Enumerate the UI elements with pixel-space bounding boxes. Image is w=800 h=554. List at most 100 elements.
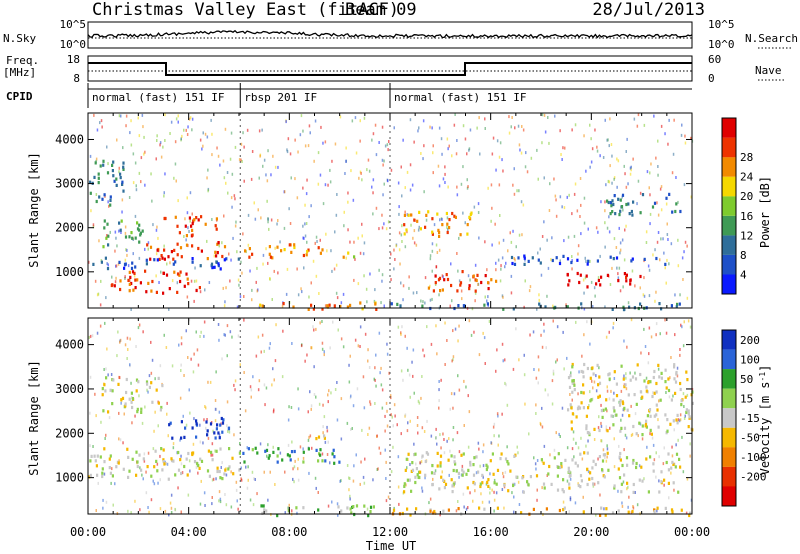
scatter-cell [251,470,254,474]
echo-cell [673,365,676,369]
scatter-cell [143,452,146,456]
scatter-cell [447,185,449,189]
scatter-cell [419,461,421,465]
scatter-cell [626,487,628,491]
scatter-cell [630,168,632,172]
echo-cell [439,454,443,458]
echo-cell [566,273,569,277]
echo-cell [623,272,626,276]
scatter-cell [345,159,347,163]
echo-cell [165,273,169,277]
scatter-cell [480,492,482,496]
scatter-cell [634,491,636,494]
scatter-cell [639,191,642,195]
echo-cell [671,210,674,214]
echo-cell [215,254,218,258]
scatter-cell [174,140,177,144]
echo-cell [580,479,583,483]
scatter-cell [591,379,593,383]
scatter-cell [491,206,493,210]
scatter-cell [556,358,558,362]
scatter-cell [559,195,562,199]
scatter-cell [645,241,648,244]
scatter-cell [100,279,102,283]
scatter-cell [288,207,290,211]
scatter-cell [477,441,480,445]
echo-cell [588,431,591,435]
scatter-cell [577,392,579,396]
scatter-cell [517,451,519,455]
scatter-cell [126,357,128,360]
echo-cell [228,447,231,451]
echo-cell [665,460,668,465]
scatter-cell [606,447,609,451]
scatter-cell [405,483,407,487]
echo-cell [490,278,493,282]
scatter-cell [441,217,443,221]
echo-cell [96,473,99,477]
scatter-cell [536,498,538,502]
scatter-cell [606,226,609,230]
echo-cell [128,270,131,274]
scatter-cell [513,495,515,499]
scatter-cell [110,373,113,376]
scatter-cell [250,177,253,181]
scatter-cell [686,477,689,481]
echo-cell [112,378,115,382]
scatter-cell [571,381,573,385]
scatter-cell [648,326,651,330]
echo-cell [248,247,251,251]
scatter-cell [189,411,191,415]
scatter-cell [249,385,252,389]
scatter-cell [260,350,262,354]
echo-cell [612,423,615,427]
echo-cell [434,281,437,285]
echo-cell [438,487,441,491]
scatter-cell [646,445,648,449]
colorbar-swatch [722,157,736,177]
scatter-cell [502,471,504,475]
scatter-cell [175,117,178,121]
scatter-cell [417,399,420,403]
scatter-cell [435,243,438,247]
scatter-cell [402,284,405,288]
echo-cell [283,248,286,252]
echo-cell [574,461,577,465]
echo-cell [641,395,644,399]
scatter-cell [484,117,486,121]
echo-cell [261,304,264,308]
echo-cell [191,228,194,232]
scatter-cell [554,194,557,198]
scatter-cell [458,324,460,328]
scatter-cell [537,177,539,181]
echo-cell [183,435,186,439]
echo-cell [617,509,620,513]
scatter-cell [304,234,307,238]
scatter-cell [543,444,546,448]
echo-cell [95,464,98,468]
scatter-cell [285,292,288,296]
scatter-cell [174,162,177,166]
echo-cell [183,464,186,469]
echo-cell [160,254,163,258]
echo-cell [617,279,620,283]
scatter-cell [667,142,669,146]
scatter-cell [441,274,444,278]
scatter-cell [339,479,341,483]
scatter-cell [516,189,518,193]
scatter-cell [147,241,150,245]
scatter-cell [218,499,220,503]
echo-cell [160,447,163,451]
scatter-cell [89,334,92,338]
scatter-cell [499,141,502,145]
scatter-cell [607,138,609,142]
echo-cell [655,413,658,417]
echo-cell [438,234,441,238]
echo-cell [295,506,298,510]
echo-cell [151,279,154,284]
echo-cell [111,389,114,393]
scatter-cell [646,170,649,174]
echo-cell [122,161,125,165]
scatter-cell [183,235,185,238]
echo-cell [142,457,145,461]
